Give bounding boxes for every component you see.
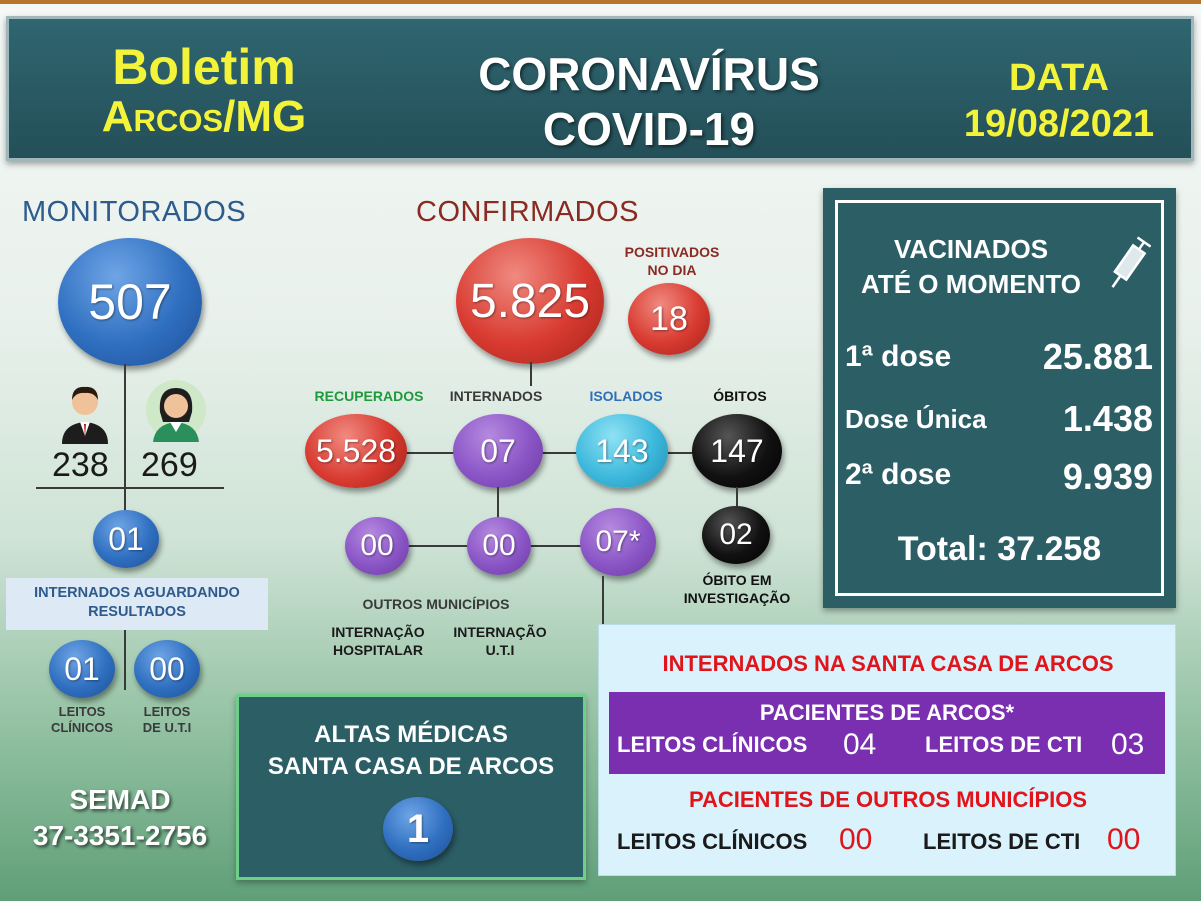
arcos-cti-label: LEITOS DE CTI: [925, 732, 1083, 757]
header-city: Arcos/MG: [101, 91, 307, 141]
leitos-uti-circle: 00: [134, 640, 200, 698]
obito-investigacao-label-1: ÓBITO EM: [702, 572, 772, 588]
outros-clinicos-value: 00: [839, 823, 873, 856]
santa-casa-title: INTERNADOS NA SANTA CASA DE ARCOS: [662, 651, 1114, 676]
semad-org: SEMAD: [69, 784, 171, 815]
leitos-clinicos-label: LEITOS CLÍNICOS: [32, 704, 132, 737]
positivados-circle: 18: [628, 283, 710, 355]
arcos-clinicos-label: LEITOS CLÍNICOS: [617, 732, 808, 757]
pacientes-arcos-band: PACIENTES DE ARCOS* LEITOS CLÍNICOS 04 L…: [609, 692, 1165, 774]
internacao-uti-circle: 00: [467, 517, 531, 575]
monitorados-total-circle: 507: [58, 238, 202, 366]
internacao-hospitalar-label-1: INTERNAÇÃO: [331, 624, 425, 640]
top-border: [0, 0, 1201, 4]
outros-municipios-circle: 00: [345, 517, 409, 575]
obitos-circle: 147: [692, 414, 782, 488]
header-date: DATA 19/08/2021: [939, 55, 1179, 148]
vacinados-frame: [835, 200, 1164, 596]
header-boletim: Boletim: [112, 39, 296, 95]
confirmados-total-circle: 5.825: [456, 238, 604, 364]
header-title: CORONAVÍRUS COVID-19: [409, 47, 889, 157]
male-avatar-icon: [62, 386, 108, 444]
header-location: Boletim Arcos/MG: [69, 41, 339, 140]
pacientes-arcos-title: PACIENTES DE ARCOS*: [759, 700, 1015, 725]
leitos-uti-label-2: DE U.T.I: [142, 720, 192, 736]
connector-line: [36, 487, 224, 489]
vacinados-title-line2: ATÉ O MOMENTO: [860, 269, 1082, 300]
outros-cti-value: 00: [1107, 823, 1141, 856]
header-title-line2: COVID-19: [542, 103, 756, 156]
internacao-uti-label-1: INTERNAÇÃO: [453, 624, 547, 640]
connector-line: [736, 487, 738, 507]
arcos-cti-value: 03: [1111, 728, 1145, 761]
internados-aguardando-circle: 01: [93, 510, 159, 568]
connector-line: [497, 487, 499, 519]
vacinados-title-line1: VACINADOS: [893, 234, 1049, 264]
connector-line: [124, 630, 126, 690]
vacinados-title: VACINADOS ATÉ O MOMENTO: [851, 232, 1091, 302]
semad-contact: SEMAD 37-3351-2756: [10, 782, 230, 855]
isolados-circle: 143: [576, 414, 668, 488]
obito-investigacao-circle: 02: [702, 506, 770, 564]
arcos-clinicos-value: 04: [843, 728, 877, 761]
outros-cti-label: LEITOS DE CTI: [923, 829, 1081, 854]
connector-line: [530, 362, 532, 386]
header-date-value: 19/08/2021: [963, 103, 1155, 146]
internados-label: INTERNADOS: [449, 388, 543, 404]
vacinados-panel: VACINADOS ATÉ O MOMENTO 1ª dose 25.881 D…: [823, 188, 1176, 608]
internacao-uti-label: INTERNAÇÃO U.T.I: [438, 624, 562, 659]
internacao-hospitalar-label-2: HOSPITALAR: [333, 641, 423, 658]
female-count: 269: [141, 446, 198, 484]
internacao-uti-label-2: U.T.I: [485, 641, 515, 658]
vacinados-total: Total: 37.258: [897, 530, 1102, 568]
internados-circle: 07: [453, 414, 543, 488]
semad-phone: 37-3351-2756: [32, 820, 208, 852]
positivados-label: POSITIVADOS NO DIA: [612, 244, 732, 279]
internados-aguardando-text: INTERNADOS AGUARDANDO RESULTADOS: [34, 585, 240, 620]
santa-casa-panel: INTERNADOS NA SANTA CASA DE ARCOS PACIEN…: [598, 624, 1176, 876]
internacao-hospitalar-label: INTERNAÇÃO HOSPITALAR: [316, 624, 440, 659]
male-count: 238: [52, 446, 109, 484]
leitos-clinicos-label-1: LEITOS: [58, 704, 106, 719]
monitorados-title: MONITORADOS: [22, 196, 247, 228]
altas-medicas-panel: ALTAS MÉDICAS SANTA CASA DE ARCOS 1: [236, 694, 586, 880]
positivados-label-1: POSITIVADOS: [624, 244, 720, 260]
isolados-label: ISOLADOS: [589, 388, 663, 404]
dose-unica-value: 1.438: [1062, 398, 1153, 439]
altas-title: ALTAS MÉDICAS SANTA CASA DE ARCOS: [239, 719, 583, 784]
pacientes-outros-title: PACIENTES DE OUTROS MUNICÍPIOS: [688, 787, 1088, 812]
dose-unica-label: Dose Única: [845, 404, 987, 434]
dose1-value: 25.881: [1042, 336, 1153, 377]
syringe-icon: [1111, 236, 1151, 288]
altas-title-line1: ALTAS MÉDICAS: [314, 721, 508, 748]
obito-investigacao-label: ÓBITO EM INVESTIGAÇÃO: [664, 572, 810, 607]
positivados-label-2: NO DIA: [647, 261, 697, 278]
connector-line: [400, 452, 700, 454]
dose1-label: 1ª dose: [845, 340, 952, 373]
altas-title-line2: SANTA CASA DE ARCOS: [267, 753, 555, 781]
connector-line: [124, 364, 126, 512]
leitos-clinicos-circle: 01: [49, 640, 115, 698]
outros-municipios-label: OUTROS MUNICÍPIOS: [362, 596, 510, 612]
outros-clinicos-label: LEITOS CLÍNICOS: [617, 829, 808, 854]
leitos-uti-label-1: LEITOS: [143, 704, 191, 719]
pacientes-arcos-circle: 07*: [580, 508, 656, 576]
female-avatar-icon: [146, 380, 206, 442]
altas-value-circle: 1: [383, 797, 453, 861]
recuperados-circle: 5.528: [305, 414, 407, 488]
leitos-clinicos-label-2: CLÍNICOS: [50, 720, 114, 736]
confirmados-title: CONFIRMADOS: [416, 196, 639, 228]
recuperados-label: RECUPERADOS: [314, 388, 424, 404]
dose2-label: 2ª dose: [845, 458, 952, 491]
header-banner: Boletim Arcos/MG CORONAVÍRUS COVID-19 DA…: [6, 16, 1194, 161]
header-title-line1: CORONAVÍRUS: [478, 48, 820, 100]
leitos-uti-label: LEITOS DE U.T.I: [117, 704, 217, 737]
obito-investigacao-label-2: INVESTIGAÇÃO: [683, 589, 791, 606]
internados-aguardando-label: INTERNADOS AGUARDANDO RESULTADOS: [6, 578, 268, 630]
header-date-label: DATA: [1009, 57, 1109, 99]
obitos-label: ÓBITOS: [713, 388, 767, 404]
dose2-value: 9.939: [1062, 456, 1153, 497]
